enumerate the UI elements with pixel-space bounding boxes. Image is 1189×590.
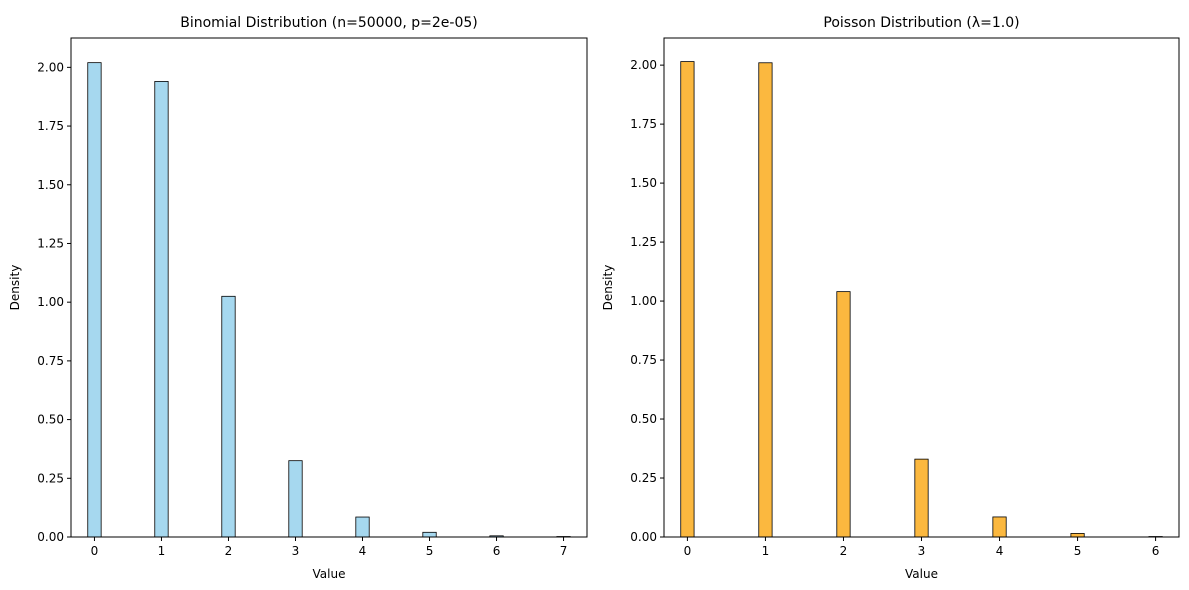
- binomial-x-tick-label: 0: [91, 544, 99, 558]
- poisson-x-tick-label: 3: [918, 544, 926, 558]
- binomial-y-tick-label: 0.50: [37, 413, 64, 427]
- poisson-bar-2: [836, 291, 851, 538]
- binomial-plot-frame: [70, 37, 588, 538]
- binomial-chart: Binomial Distribution (n=50000, p=2e-05)…: [8, 15, 588, 581]
- binomial-x-ticks: 0 1 2 3 4 5 6 7: [91, 537, 568, 558]
- binomial-y-ticks: 0.00 0.25 0.50 0.75 1.00 1.25 1.50 1.75 2.00: [37, 60, 71, 544]
- poisson-y-tick-label: 2.00: [630, 58, 657, 72]
- binomial-y-tick-label: 0.00: [37, 530, 64, 544]
- binomial-bar-1: [154, 81, 169, 538]
- poisson-y-tick-label: 1.75: [630, 117, 657, 131]
- poisson-x-tick-label: 0: [684, 544, 692, 558]
- binomial-bar-3: [288, 460, 303, 538]
- poisson-x-tick-label: 6: [1152, 544, 1160, 558]
- poisson-x-tick-label: 1: [762, 544, 770, 558]
- poisson-y-axis-label: Density: [601, 265, 615, 311]
- poisson-bar-4: [992, 516, 1007, 538]
- binomial-y-tick-label: 1.75: [37, 119, 64, 133]
- binomial-bar-4: [355, 516, 370, 538]
- poisson-bar-3: [914, 458, 929, 538]
- poisson-y-tick-label: 0.50: [630, 412, 657, 426]
- binomial-y-tick-label: 0.75: [37, 354, 64, 368]
- binomial-chart-title: Binomial Distribution (n=50000, p=2e-05): [180, 15, 477, 31]
- binomial-x-tick-label: 3: [292, 544, 300, 558]
- poisson-x-axis-label: Value: [905, 567, 938, 581]
- poisson-bar-5: [1070, 533, 1085, 538]
- binomial-x-tick-label: 7: [560, 544, 568, 558]
- poisson-x-tick-label: 5: [1074, 544, 1082, 558]
- binomial-x-tick-label: 5: [426, 544, 434, 558]
- binomial-bar-0: [87, 62, 102, 538]
- binomial-x-tick-label: 4: [359, 544, 367, 558]
- binomial-x-tick-label: 2: [225, 544, 233, 558]
- poisson-plot-frame: [663, 37, 1180, 538]
- poisson-y-tick-label: 1.50: [630, 176, 657, 190]
- poisson-bar-0: [680, 61, 695, 538]
- poisson-x-ticks: 0 1 2 3 4 5 6: [684, 537, 1160, 558]
- binomial-y-tick-label: 1.50: [37, 178, 64, 192]
- binomial-bar-2: [221, 295, 236, 538]
- poisson-y-tick-label: 0.00: [630, 530, 657, 544]
- poisson-bar-1: [758, 62, 773, 538]
- poisson-y-tick-label: 0.25: [630, 471, 657, 485]
- binomial-y-tick-label: 1.25: [37, 236, 64, 250]
- poisson-chart-title: Poisson Distribution (λ=1.0): [823, 15, 1019, 31]
- poisson-chart: Poisson Distribution (λ=1.0) Value Densi…: [601, 15, 1180, 581]
- binomial-y-axis-label: Density: [8, 265, 22, 311]
- poisson-y-tick-label: 1.25: [630, 235, 657, 249]
- binomial-y-tick-label: 1.00: [37, 295, 64, 309]
- poisson-y-tick-label: 1.00: [630, 294, 657, 308]
- binomial-y-tick-label: 2.00: [37, 60, 64, 74]
- binomial-x-tick-label: 1: [158, 544, 166, 558]
- poisson-y-ticks: 0.00 0.25 0.50 0.75 1.00 1.25 1.50 1.75 2.00: [630, 58, 664, 544]
- binomial-x-axis-label: Value: [313, 567, 346, 581]
- binomial-y-tick-label: 0.25: [37, 471, 64, 485]
- binomial-bar-5: [422, 531, 437, 538]
- poisson-y-tick-label: 0.75: [630, 353, 657, 367]
- binomial-x-tick-label: 6: [493, 544, 501, 558]
- poisson-x-tick-label: 2: [840, 544, 848, 558]
- poisson-x-tick-label: 4: [996, 544, 1004, 558]
- poisson-bars: [680, 61, 1163, 538]
